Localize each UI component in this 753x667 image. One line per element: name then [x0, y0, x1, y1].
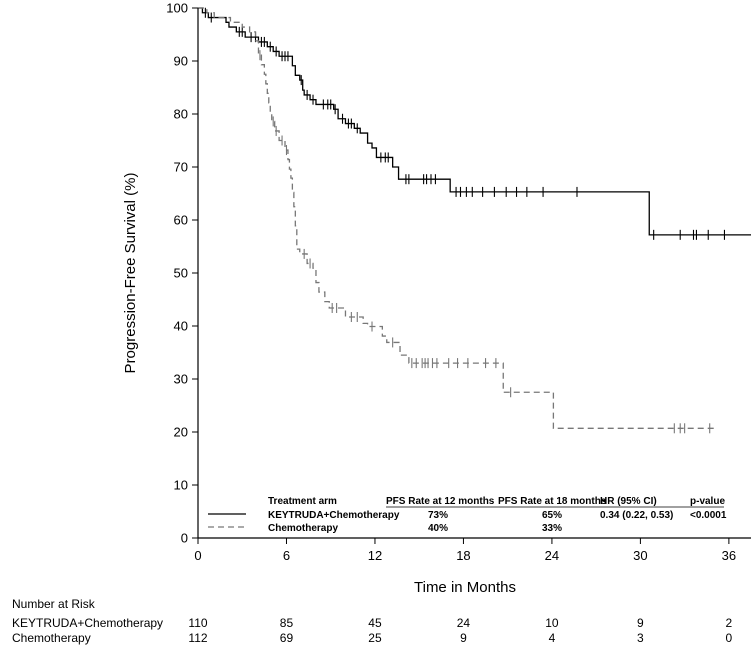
risk-value: 25	[368, 631, 382, 645]
risk-value: 10	[545, 616, 559, 630]
risk-value: 45	[368, 616, 382, 630]
y-tick-label: 30	[174, 372, 188, 387]
x-tick-label: 18	[456, 548, 470, 563]
legend: Treatment arm PFS Rate at 12 months PFS Ra…	[208, 496, 727, 534]
x-tick-label: 24	[545, 548, 559, 563]
number-at-risk-table: Number at Risk KEYTRUDA+Chemotherapy 110 8…	[0, 597, 753, 657]
x-axis-label: Time in Months	[414, 579, 516, 596]
legend-cell-pfs18: 33%	[542, 523, 562, 534]
y-tick-label: 70	[174, 160, 188, 175]
legend-header: p-value	[690, 496, 725, 507]
risk-value: 2	[725, 616, 733, 630]
axes: 0 10 20 30 40 50 60 70 80 90 100 0 6 12 18 24 30 36	[166, 1, 751, 563]
y-tick-label: 100	[166, 1, 188, 16]
risk-value: 4	[548, 631, 556, 645]
y-tick-label: 20	[174, 425, 188, 440]
x-tick-label: 0	[194, 548, 201, 563]
risk-row-label: KEYTRUDA+Chemotherapy	[12, 616, 164, 630]
risk-value: 3	[637, 631, 644, 645]
risk-value: 110	[188, 616, 208, 630]
y-tick-label: 0	[181, 531, 188, 546]
legend-header: HR (95% CI)	[600, 496, 657, 507]
y-tick-label: 10	[174, 478, 188, 493]
y-tick-label: 60	[174, 213, 188, 228]
x-tick-label: 36	[722, 548, 736, 563]
risk-value: 24	[456, 616, 471, 630]
legend-cell-pfs12: 40%	[428, 523, 448, 534]
legend-cell-pfs18: 65%	[542, 510, 562, 521]
legend-cell-arm: KEYTRUDA+Chemotherapy	[268, 510, 400, 521]
legend-cell-hr: 0.34 (0.22, 0.53)	[600, 510, 673, 521]
y-tick-label: 90	[174, 54, 188, 69]
y-axis-label: Progression-Free Survival (%)	[122, 173, 139, 374]
legend-header: PFS Rate at 12 months	[386, 496, 495, 507]
risk-value: 112	[188, 631, 208, 645]
series-line-1	[198, 7, 715, 429]
x-tick-label: 6	[283, 548, 290, 563]
y-tick-label: 80	[174, 107, 188, 122]
legend-header: Treatment arm	[268, 496, 337, 507]
risk-value: 85	[279, 616, 294, 630]
legend-cell-p: <0.0001	[690, 510, 727, 521]
series-line-0	[198, 7, 751, 236]
x-tick-label: 12	[368, 548, 382, 563]
km-chart: 0 10 20 30 40 50 60 70 80 90 100 0 6 12 18 24 30 36 Progr…	[122, 1, 751, 596]
plot-area	[198, 7, 751, 434]
risk-value: 0	[725, 631, 733, 645]
risk-value: 69	[279, 631, 294, 645]
risk-table-title: Number at Risk	[12, 597, 95, 611]
y-tick-label: 50	[174, 266, 188, 281]
risk-row-label: Chemotherapy	[12, 631, 91, 645]
risk-value: 9	[637, 616, 644, 630]
risk-value: 9	[460, 631, 467, 645]
legend-cell-arm: Chemotherapy	[268, 523, 338, 534]
legend-header: PFS Rate at 18 months	[498, 496, 607, 507]
y-tick-label: 40	[174, 319, 188, 334]
legend-cell-pfs12: 73%	[428, 510, 448, 521]
x-tick-label: 30	[633, 548, 647, 563]
